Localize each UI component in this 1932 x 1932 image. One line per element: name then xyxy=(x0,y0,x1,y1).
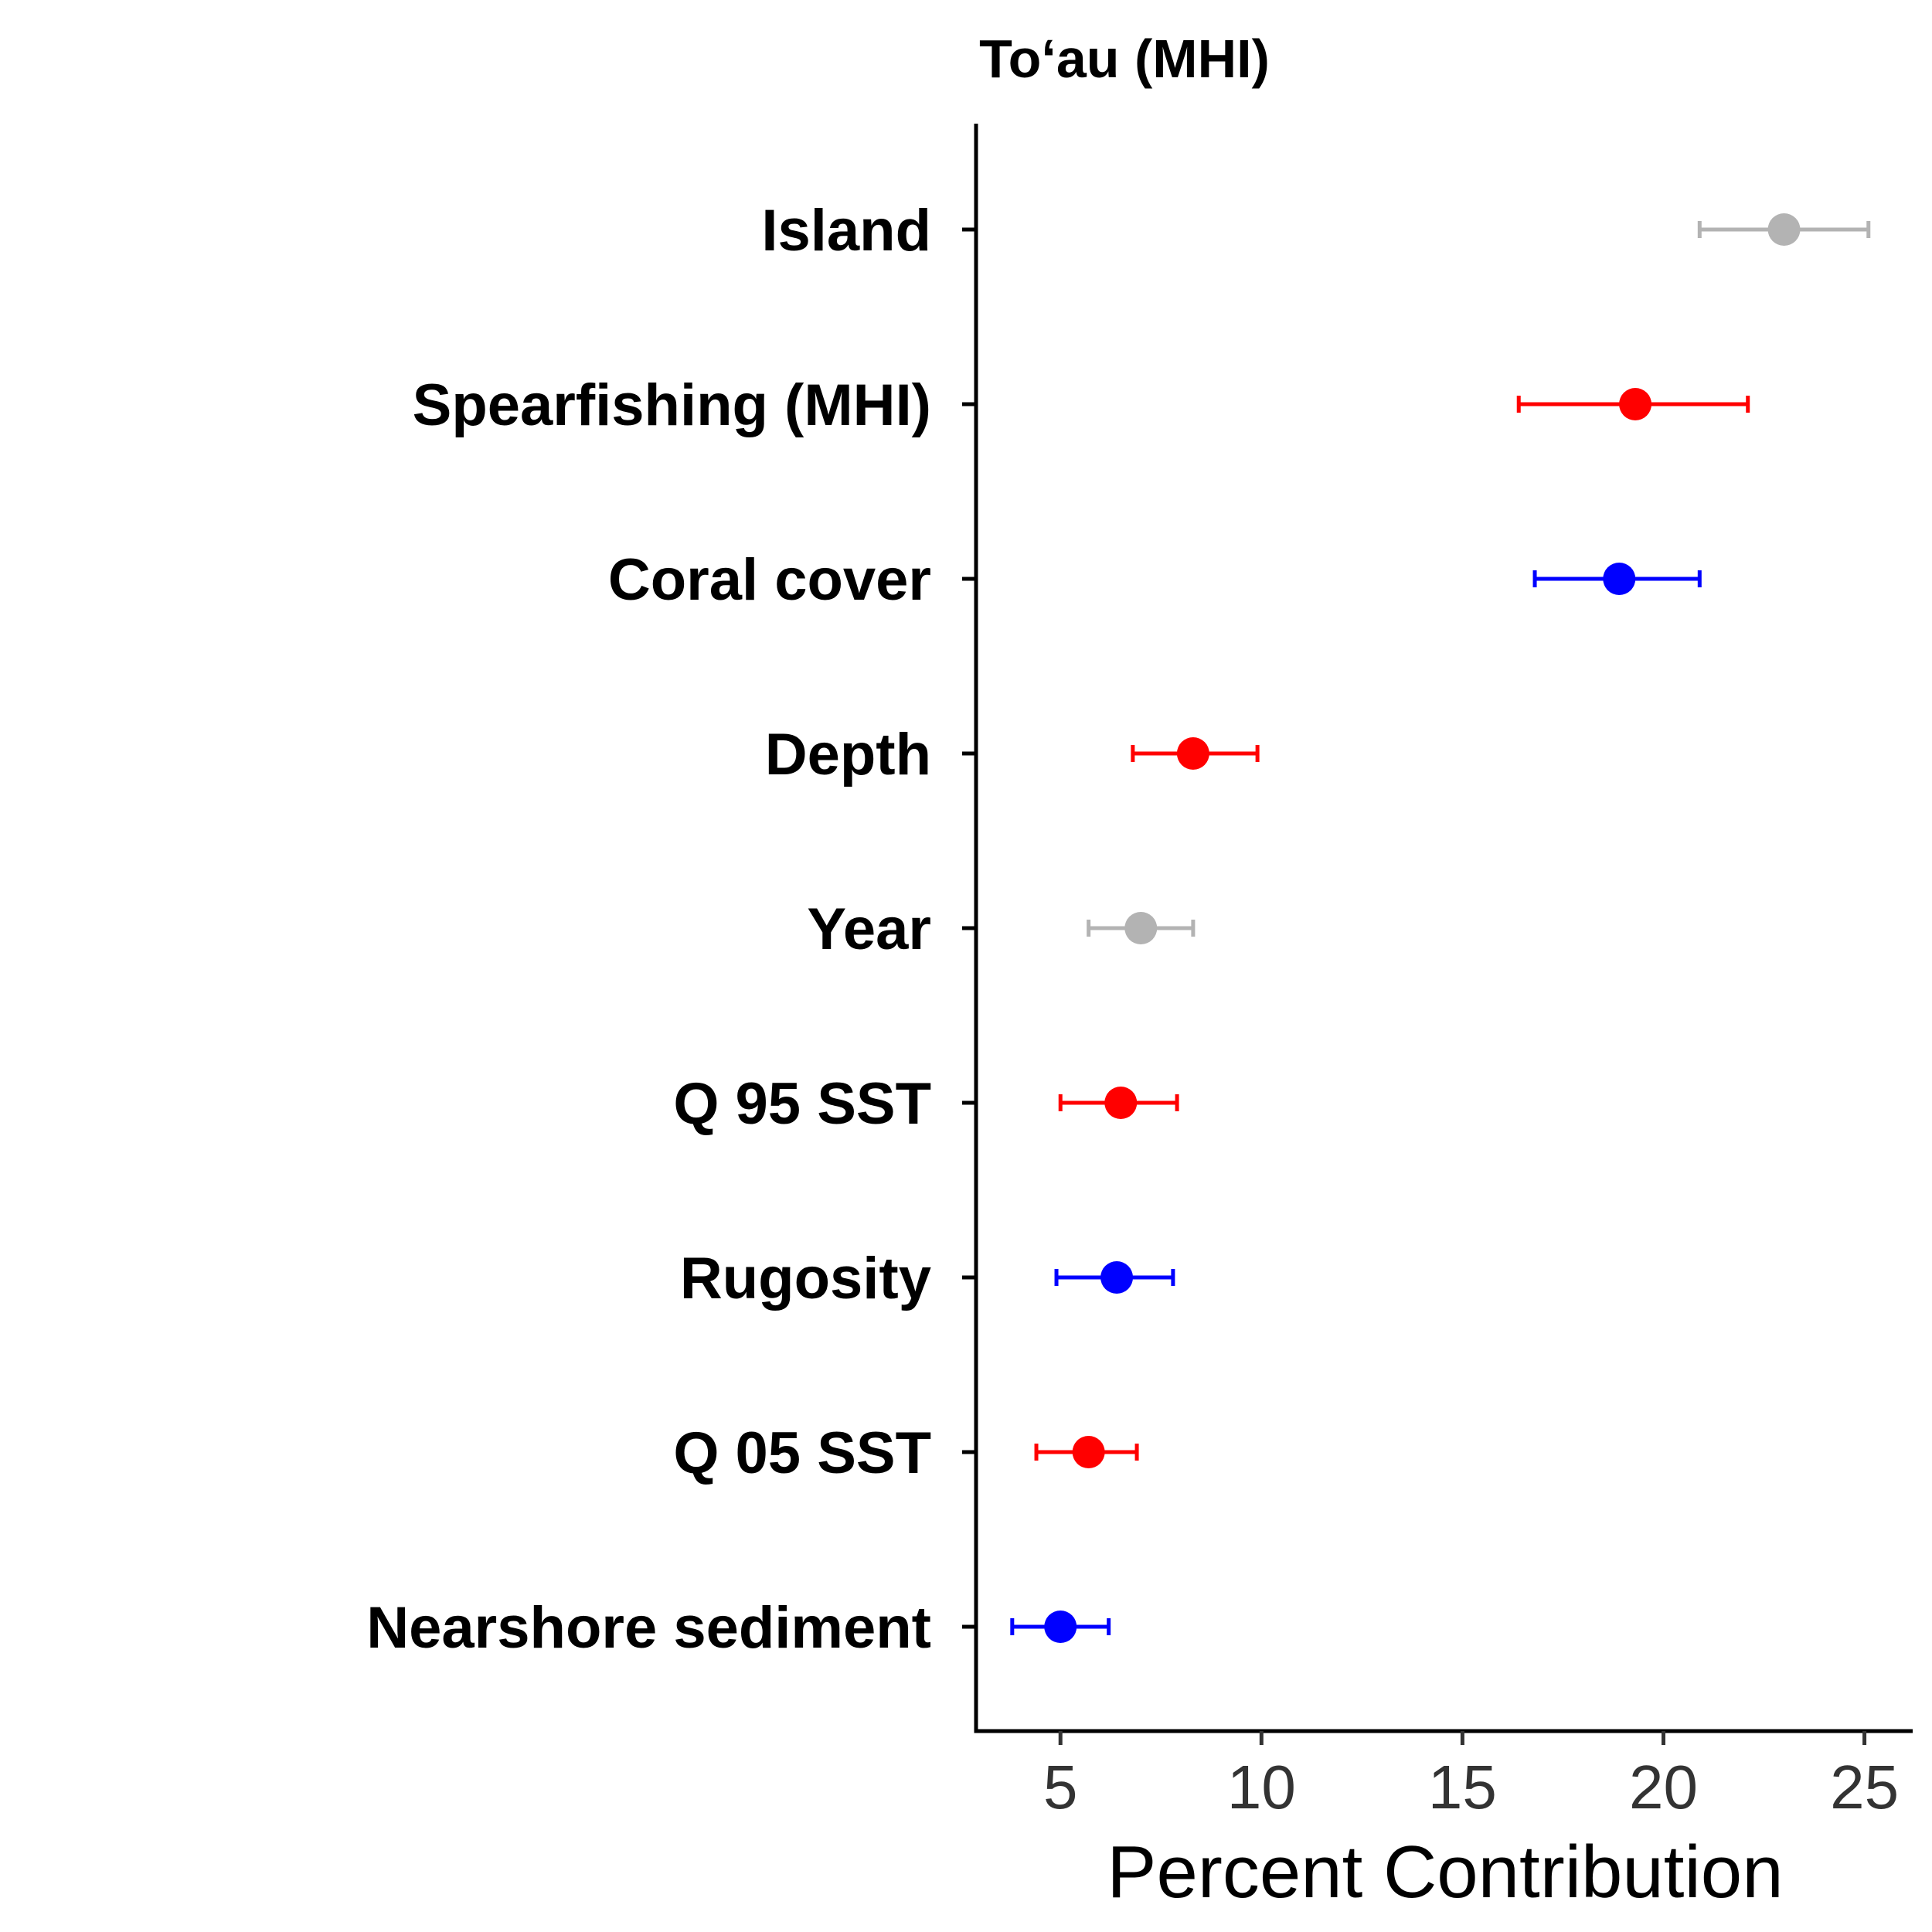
x-tick-label: 25 xyxy=(1830,1753,1899,1821)
data-point-group xyxy=(1054,1261,1175,1294)
x-tick-label: 20 xyxy=(1629,1753,1698,1821)
data-point xyxy=(1176,737,1209,770)
data-point xyxy=(1767,213,1801,246)
data-point xyxy=(1124,912,1158,944)
x-tick-label: 5 xyxy=(1043,1753,1078,1821)
y-tick-label: Depth xyxy=(765,722,931,787)
y-axis: Island Spearfishing (MHI) Coral cover Depth… xyxy=(366,124,978,1731)
y-tick-label: Island xyxy=(761,198,931,264)
chart-title: To‘au (MHI) xyxy=(979,29,1270,89)
data-point xyxy=(1044,1611,1077,1643)
x-axis-title: Percent Contribution xyxy=(1107,1831,1783,1913)
data-marks xyxy=(1010,213,1871,1643)
data-point-group xyxy=(1034,1436,1139,1468)
x-tick-label: 15 xyxy=(1428,1753,1497,1821)
data-point-group xyxy=(1058,1087,1179,1119)
data-point-group xyxy=(1697,213,1871,246)
data-point-group xyxy=(1087,912,1196,944)
data-point xyxy=(1104,1087,1138,1119)
x-axis: 5 10 15 20 25 xyxy=(974,1729,1913,1821)
y-tick-label: Nearshore sediment xyxy=(366,1595,931,1661)
data-point-group xyxy=(1010,1611,1111,1643)
y-tick-label: Q 95 SST xyxy=(673,1071,931,1137)
data-point-group xyxy=(1532,563,1702,595)
y-tick-label: Rugosity xyxy=(680,1246,931,1311)
y-tick-label: Year xyxy=(807,896,931,962)
x-tick-label: 10 xyxy=(1227,1753,1296,1821)
y-tick-label: Q 05 SST xyxy=(673,1420,931,1486)
y-tick-label: Spearfishing (MHI) xyxy=(413,372,931,438)
data-point xyxy=(1100,1261,1134,1294)
y-tick-label: Coral cover xyxy=(608,547,931,613)
data-point-group xyxy=(1516,388,1750,420)
data-point xyxy=(1072,1436,1105,1468)
data-point xyxy=(1603,563,1636,595)
data-point-group xyxy=(1131,737,1260,770)
data-point xyxy=(1619,388,1652,420)
